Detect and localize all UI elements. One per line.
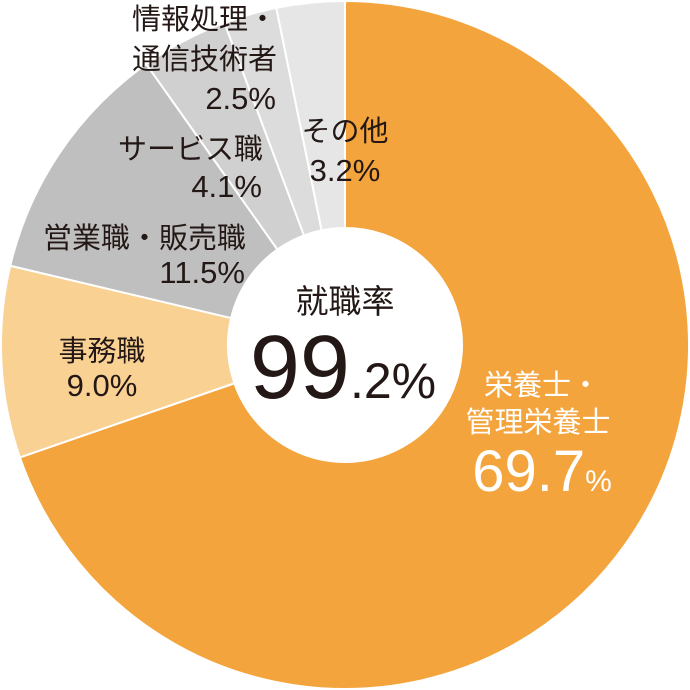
center-summary: 就職率 99.2% — [250, 282, 436, 418]
label-service-percent-unit: % — [234, 169, 262, 204]
label-dietitian-line1: 栄養士・ — [484, 368, 600, 402]
label-sales-name: 営業職・販売職 — [43, 221, 246, 255]
label-it-engineer-percent: 2.5% — [205, 81, 276, 116]
label-dietitian-percent-value: 69.7 — [472, 439, 585, 504]
center-rate-unit: % — [392, 353, 436, 409]
label-other-percent-value: 3.2 — [310, 153, 353, 188]
label-service-name: サービス職 — [118, 132, 263, 166]
label-service-percent: 4.1% — [191, 169, 262, 204]
slice-other — [275, 0, 346, 232]
label-office-work-percent-unit: % — [110, 368, 138, 403]
label-office-work-percent-value: 9.0 — [67, 368, 110, 403]
center-rate: 99.2% — [250, 318, 436, 418]
label-dietitian-line2: 管理栄養士 — [465, 405, 610, 439]
label-service-percent-value: 4.1 — [191, 169, 234, 204]
slice-dietitian — [18, 0, 690, 690]
label-other-percent-unit: % — [353, 153, 381, 188]
label-it-engineer-percent-value: 2.5 — [205, 81, 248, 116]
label-it-engineer-line2: 通信技術者 — [132, 42, 277, 76]
label-it-engineer-percent-unit: % — [248, 81, 276, 116]
label-office-work-percent: 9.0% — [67, 368, 138, 403]
center-rate-fraction: .2 — [350, 353, 392, 409]
label-dietitian-percent-unit: % — [585, 465, 612, 498]
label-other-percent: 3.2% — [310, 153, 381, 188]
label-sales-percent-value: 11.5 — [159, 255, 217, 290]
label-it-engineer-line1: 情報処理・ — [132, 2, 277, 36]
slice-office-work — [0, 264, 236, 459]
label-office-work-name: 事務職 — [58, 334, 145, 368]
label-sales-percent-unit: % — [217, 255, 245, 290]
center-title: 就職率 — [296, 282, 395, 321]
label-other-name: その他 — [301, 114, 388, 148]
label-sales-percent: 11.5% — [159, 255, 245, 290]
center-rate-whole: 99 — [250, 318, 350, 418]
label-dietitian-percent: 69.7% — [472, 439, 612, 504]
slice-labels: 情報処理・ 通信技術者 2.5% サービス職 4.1% その他 3.2% 営業職… — [43, 2, 612, 504]
slice-sales — [9, 63, 279, 320]
